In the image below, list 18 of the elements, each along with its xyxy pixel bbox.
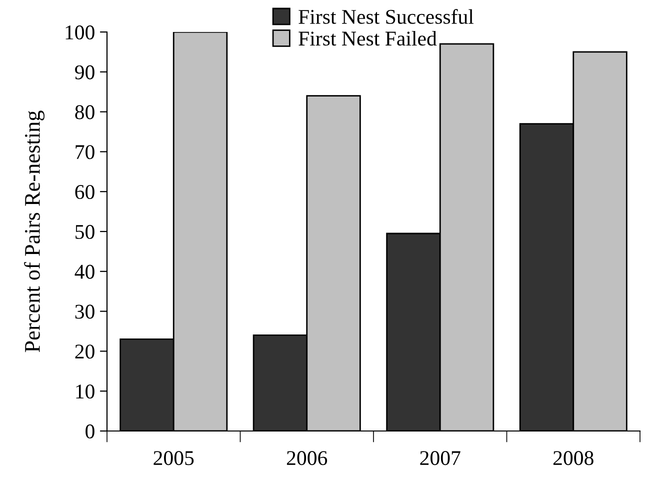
y-tick-label: 70 xyxy=(76,145,94,160)
y-tick-label: 40 xyxy=(74,264,94,279)
x-tick-label: 2007 xyxy=(420,451,460,466)
y-tick-label: 30 xyxy=(75,304,94,319)
x-tick-label: 2005 xyxy=(154,451,194,466)
y-tick-label: 80 xyxy=(75,105,94,120)
x-tick-label: 2008 xyxy=(553,451,594,466)
y-tick-label: 20 xyxy=(75,344,94,359)
y-tick-label: 60 xyxy=(75,184,94,200)
y-tick-label: 0 xyxy=(86,424,94,438)
y-tick-label: 90 xyxy=(75,65,94,80)
legend-label: First Nest Failed xyxy=(298,30,437,46)
y-tick-label: 100 xyxy=(66,25,94,40)
legend-label: First Nest Successful xyxy=(298,9,474,24)
y-tick-label: 50 xyxy=(76,224,94,239)
x-tick-label: 2006 xyxy=(286,451,328,466)
y-axis-title: Percent of Pairs Re-nesting xyxy=(24,110,44,352)
y-tick-label: 10 xyxy=(76,384,94,399)
